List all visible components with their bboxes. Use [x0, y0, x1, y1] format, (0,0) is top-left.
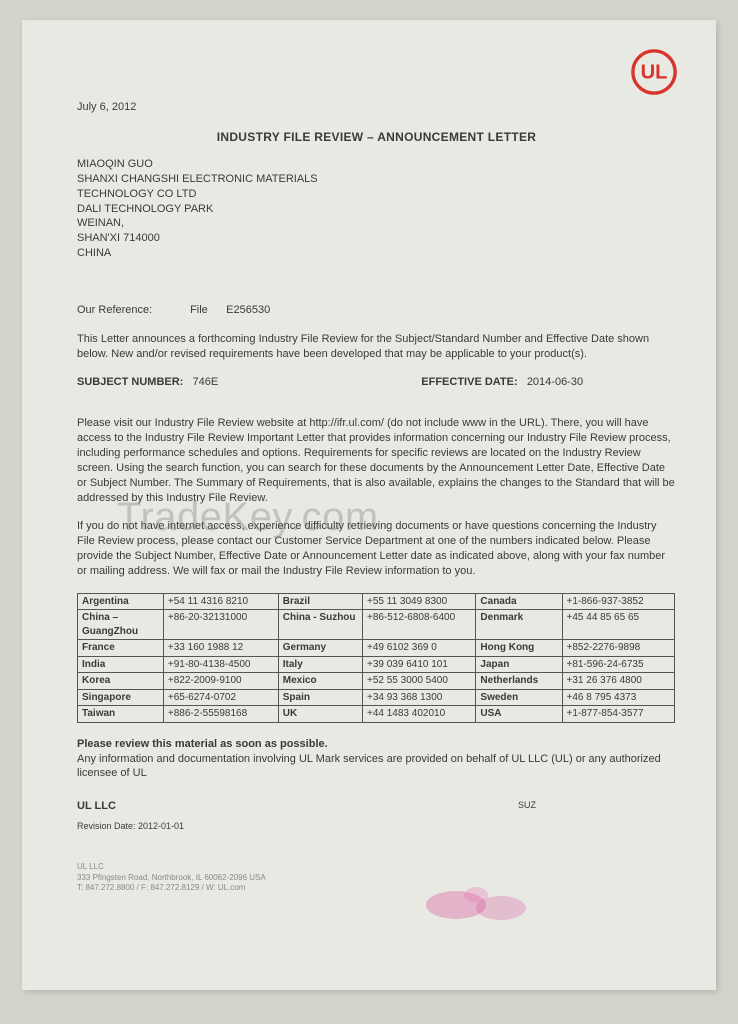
subject-effective-row: SUBJECT NUMBER: 746E EFFECTIVE DATE: 201… [77, 375, 676, 390]
country-cell: UK [278, 706, 362, 723]
effective-value: 2014-06-30 [527, 376, 583, 388]
table-row: France+33 160 1988 12Germany+49 6102 369… [78, 640, 675, 657]
letter-title: INDUSTRY FILE REVIEW – ANNOUNCEMENT LETT… [77, 129, 676, 145]
phone-cell: +822-2009-9100 [163, 673, 278, 690]
table-row: Singapore+65-6274-0702Spain+34 93 368 13… [78, 689, 675, 706]
footer-company: UL LLC [77, 862, 676, 872]
review-section: Please review this material as soon as p… [77, 737, 676, 782]
revision-date: Revision Date: 2012-01-01 [77, 820, 676, 832]
phone-cell: +86-512-6808-6400 [363, 610, 476, 640]
address-region: SHAN'XI 714000 [77, 231, 676, 246]
country-cell: Sweden [476, 689, 562, 706]
phone-cell: +1-866-937-3852 [562, 593, 674, 610]
country-cell: Canada [476, 593, 562, 610]
phone-cell: +1-877-854-3577 [562, 706, 674, 723]
recipient-company: SHANXI CHANGSHI ELECTRONIC MATERIALS [77, 172, 676, 187]
effective-label: EFFECTIVE DATE: [421, 376, 517, 388]
phone-cell: +39 039 6410 101 [363, 656, 476, 673]
signer-block: UL LLC SUZ [77, 799, 676, 814]
address-line2: TECHNOLOGY CO LTD [77, 187, 676, 202]
country-cell: Denmark [476, 610, 562, 640]
contact-paragraph: If you do not have internet access, expe… [77, 519, 676, 578]
phone-cell: +81-596-24-6735 [562, 656, 674, 673]
country-cell: India [78, 656, 164, 673]
subject-value: 746E [193, 376, 219, 388]
para2-rest: (do not include www in the URL). There, … [77, 417, 675, 503]
recipient-address: MIAOQIN GUO SHANXI CHANGSHI ELECTRONIC M… [77, 157, 676, 261]
intro-paragraph: This Letter announces a forthcoming Indu… [77, 332, 676, 362]
country-cell: Taiwan [78, 706, 164, 723]
country-cell: USA [476, 706, 562, 723]
phone-cell: +45 44 85 65 65 [562, 610, 674, 640]
table-row: Korea+822-2009-9100Mexico+52 55 3000 540… [78, 673, 675, 690]
phone-cell: +49 6102 369 0 [363, 640, 476, 657]
footer-address: 333 Pfingsten Road, Northbrook, IL 60062… [77, 873, 676, 883]
phone-cell: +31 26 376 4800 [562, 673, 674, 690]
country-cell: Japan [476, 656, 562, 673]
phone-cell: +46 8 795 4373 [562, 689, 674, 706]
reference-label: Our Reference: [77, 303, 187, 318]
country-cell: Mexico [278, 673, 362, 690]
recipient-name: MIAOQIN GUO [77, 157, 676, 172]
phone-cell: +886-2-55598168 [163, 706, 278, 723]
phone-cell: +44 1483 402010 [363, 706, 476, 723]
phone-cell: +33 160 1988 12 [163, 640, 278, 657]
address-line3: DALI TECHNOLOGY PARK [77, 202, 676, 217]
letter-date: July 6, 2012 [77, 100, 676, 115]
country-cell: Netherlands [476, 673, 562, 690]
phone-cell: +65-6274-0702 [163, 689, 278, 706]
country-cell: China – GuangZhou [78, 610, 164, 640]
footer-contact: T: 847.272.8800 / F: 847.272.8129 / W: U… [77, 883, 676, 893]
address-city: WEINAN, [77, 216, 676, 231]
table-row: India+91-80-4138-4500Italy+39 039 6410 1… [78, 656, 675, 673]
phone-cell: +54 11 4316 8210 [163, 593, 278, 610]
ifr-url-link[interactable]: http://ifr.ul.com/ [309, 417, 384, 429]
document-page: UL July 6, 2012 INDUSTRY FILE REVIEW – A… [22, 20, 716, 990]
review-bold: Please review this material as soon as p… [77, 737, 676, 752]
ul-logo-icon: UL [630, 48, 678, 96]
phone-cell: +34 93 368 1300 [363, 689, 476, 706]
country-cell: France [78, 640, 164, 657]
country-cell: Italy [278, 656, 362, 673]
country-cell: Hong Kong [476, 640, 562, 657]
table-row: Argentina+54 11 4316 8210Brazil+55 11 30… [78, 593, 675, 610]
table-row: China – GuangZhou+86-20-32131000China - … [78, 610, 675, 640]
footer-block: UL LLC 333 Pfingsten Road, Northbrook, I… [77, 862, 676, 893]
phone-cell: +852-2276-9898 [562, 640, 674, 657]
review-text: Any information and documentation involv… [77, 752, 676, 782]
phone-cell: +86-20-32131000 [163, 610, 278, 640]
phone-table: Argentina+54 11 4316 8210Brazil+55 11 30… [77, 593, 675, 723]
country-cell: Germany [278, 640, 362, 657]
country-cell: Argentina [78, 593, 164, 610]
svg-text:UL: UL [641, 62, 668, 84]
para2-lead: Please visit our Industry File Review we… [77, 417, 309, 429]
file-label: File [190, 304, 208, 316]
country-cell: Korea [78, 673, 164, 690]
phone-cell: +55 11 3049 8300 [363, 593, 476, 610]
suz-code: SUZ [518, 799, 536, 811]
address-country: CHINA [77, 246, 676, 261]
subject-label: SUBJECT NUMBER: [77, 376, 183, 388]
signer-name: UL LLC [77, 800, 116, 812]
phone-cell: +91-80-4138-4500 [163, 656, 278, 673]
country-cell: Brazil [278, 593, 362, 610]
reference-row: Our Reference: File E256530 [77, 303, 676, 318]
website-paragraph: Please visit our Industry File Review we… [77, 416, 676, 505]
file-number: E256530 [226, 304, 270, 316]
table-row: Taiwan+886-2-55598168UK+44 1483 402010US… [78, 706, 675, 723]
phone-cell: +52 55 3000 5400 [363, 673, 476, 690]
country-cell: Spain [278, 689, 362, 706]
country-cell: China - Suzhou [278, 610, 362, 640]
country-cell: Singapore [78, 689, 164, 706]
